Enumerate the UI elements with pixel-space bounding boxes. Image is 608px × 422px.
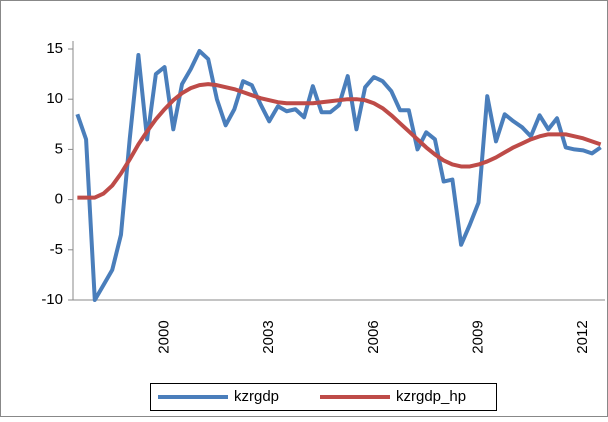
x-tick-label: 2006 xyxy=(365,320,382,353)
x-tick-label: 2009 xyxy=(470,320,487,353)
series-line xyxy=(77,82,602,200)
y-tick-label: 10 xyxy=(46,90,63,107)
x-tick-label: 2003 xyxy=(260,320,277,353)
y-tick-label: 0 xyxy=(55,191,63,208)
x-tick-label: 2012 xyxy=(574,320,591,353)
legend-label: kzrgdp_hp xyxy=(396,388,466,405)
legend-label: kzrgdp xyxy=(234,388,279,405)
series-line xyxy=(75,49,602,302)
y-tick-label: 5 xyxy=(55,140,63,157)
y-tick-label: -10 xyxy=(41,291,63,308)
x-tick-label: 2000 xyxy=(156,320,173,353)
y-tick-label: -5 xyxy=(50,241,63,258)
y-tick-label: 15 xyxy=(46,40,63,57)
